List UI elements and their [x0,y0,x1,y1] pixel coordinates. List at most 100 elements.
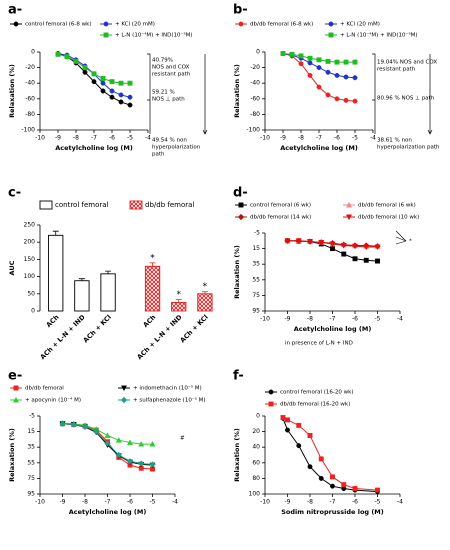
x-tick-label: -9 [55,135,61,142]
legend-label: control femoral [55,201,109,209]
x-tick-label: -7 [91,135,97,142]
bar [100,273,116,312]
data-point [325,69,331,75]
annotation: path [152,152,165,158]
x-axis-label: Sodim nitroprusside log (M) [281,508,384,516]
y-tick-label: 55 [27,459,35,466]
error-bar [105,270,112,274]
y-tick-label: 0 [256,49,260,56]
data-point [307,433,313,438]
data-point [126,458,134,465]
y-tick-label: 75 [252,292,260,299]
y-tick-label: 35 [27,444,35,451]
y-tick-label: -40 [25,80,35,87]
x-tick-label: -8 [298,135,304,142]
data-point [100,80,106,86]
x-tick-label: ACh + L-N + IND [136,313,184,361]
legend-marker [103,21,109,27]
pointer-line [395,236,407,242]
annotation: # [180,436,185,442]
y-tick-label: 95 [27,491,35,498]
y-axis-label: Relaxation (%) [8,428,16,482]
legend-label: db/db femoral (6 wk) [358,203,416,209]
y-tick-label: 75 [27,475,35,482]
data-point [296,443,302,449]
panel-label: b- [233,3,248,18]
series-line [282,418,378,493]
x-tick-label: -9 [60,499,66,506]
data-point [127,80,133,86]
x-tick-label: -6 [352,499,358,506]
data-point [343,59,349,65]
x-tick-label: -10 [260,499,270,506]
data-point [341,482,347,488]
x-axis-label: Acetylcholine log (M) [55,144,133,152]
data-point [82,69,88,75]
annotation: resistant path [377,67,416,73]
panel-label: a- [8,3,22,18]
legend-marker [268,401,274,407]
x-tick-label: -4 [397,316,403,323]
annotation: 80.96 % NOS ⊥ path [377,96,435,102]
error-bar [149,262,156,267]
legend-marker [103,32,109,38]
data-point [334,96,340,102]
data-point [352,75,358,81]
annotation: 19.04% NOS and COX [377,60,437,66]
x-tick-label: -7 [330,499,336,506]
data-point [363,244,370,251]
legend-swatch [39,200,53,210]
y-axis-label: Relaxation (%) [233,428,241,482]
legend-label: + apocynin (10⁻⁴ M) [25,397,81,404]
data-point [334,59,340,65]
y-tick-label: 15 [27,428,35,435]
y-tick-label: -80 [250,111,260,118]
legend-label: + L-N (10⁻⁴M) + IND(10⁻⁵M) [115,32,193,39]
y-tick-label: -60 [250,95,260,102]
annotation: 40.79% [152,58,173,64]
data-point [325,58,331,64]
legend-marker [13,21,19,27]
x-tick-label: -5 [375,499,381,506]
annotation: hyperpolarization path [377,145,440,151]
data-point [307,464,313,470]
data-point [118,92,124,98]
annotation: resistant path [152,72,191,78]
legend-label: db/db femoral (16-20 wk) [280,402,350,408]
annotation: NOS and COX [152,65,190,71]
y-tick-label: 150 [24,256,36,263]
x-tick-label: ACh + L-N + IND [39,313,87,361]
data-point [109,88,115,94]
error-bar [175,299,182,303]
x-tick-label: -9 [285,316,291,323]
data-point [109,79,115,85]
data-point [329,241,336,248]
legend-label: + L-N (10⁻⁴M) + IND(10⁻⁵M) [340,32,418,39]
legend-label: db/db femoral (6-8 wk) [250,22,313,28]
legend-marker [238,202,244,208]
data-point [100,76,106,81]
data-point [115,437,122,443]
y-tick-label: -100 [21,127,35,134]
annotation: 38.61 % non [377,138,412,144]
x-tick-label: -4 [370,135,376,142]
legend-marker [328,32,334,38]
y-tick-label: 100 [24,273,36,280]
x-tick-label: ACh [142,313,158,329]
data-point [149,440,156,447]
bar [171,301,187,312]
x-tick-label: -8 [82,499,88,506]
data-point [341,251,347,257]
y-tick-label: -20 [250,64,260,71]
y-tick-label: 0 [31,49,35,56]
data-point [298,61,304,67]
data-point [64,54,70,60]
annotation: * [150,253,155,263]
data-point [325,92,331,98]
data-point [306,239,314,245]
legend-marker [120,385,128,392]
legend-marker [345,201,353,208]
data-point [109,94,115,100]
x-tick-label: -7 [316,135,322,142]
legend-label: control femoral (6 wk) [250,203,311,209]
